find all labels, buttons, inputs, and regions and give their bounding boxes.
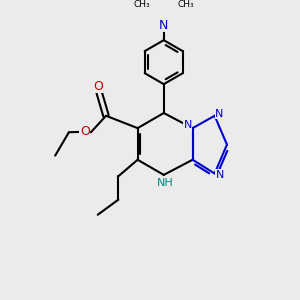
Text: O: O <box>93 80 103 93</box>
Text: CH₃: CH₃ <box>134 0 150 9</box>
Text: N: N <box>215 109 224 118</box>
Text: NH: NH <box>157 178 173 188</box>
Text: N: N <box>184 120 192 130</box>
Text: CH₃: CH₃ <box>177 0 194 9</box>
Text: O: O <box>80 125 90 138</box>
Text: N: N <box>216 170 224 180</box>
Text: N: N <box>159 19 168 32</box>
